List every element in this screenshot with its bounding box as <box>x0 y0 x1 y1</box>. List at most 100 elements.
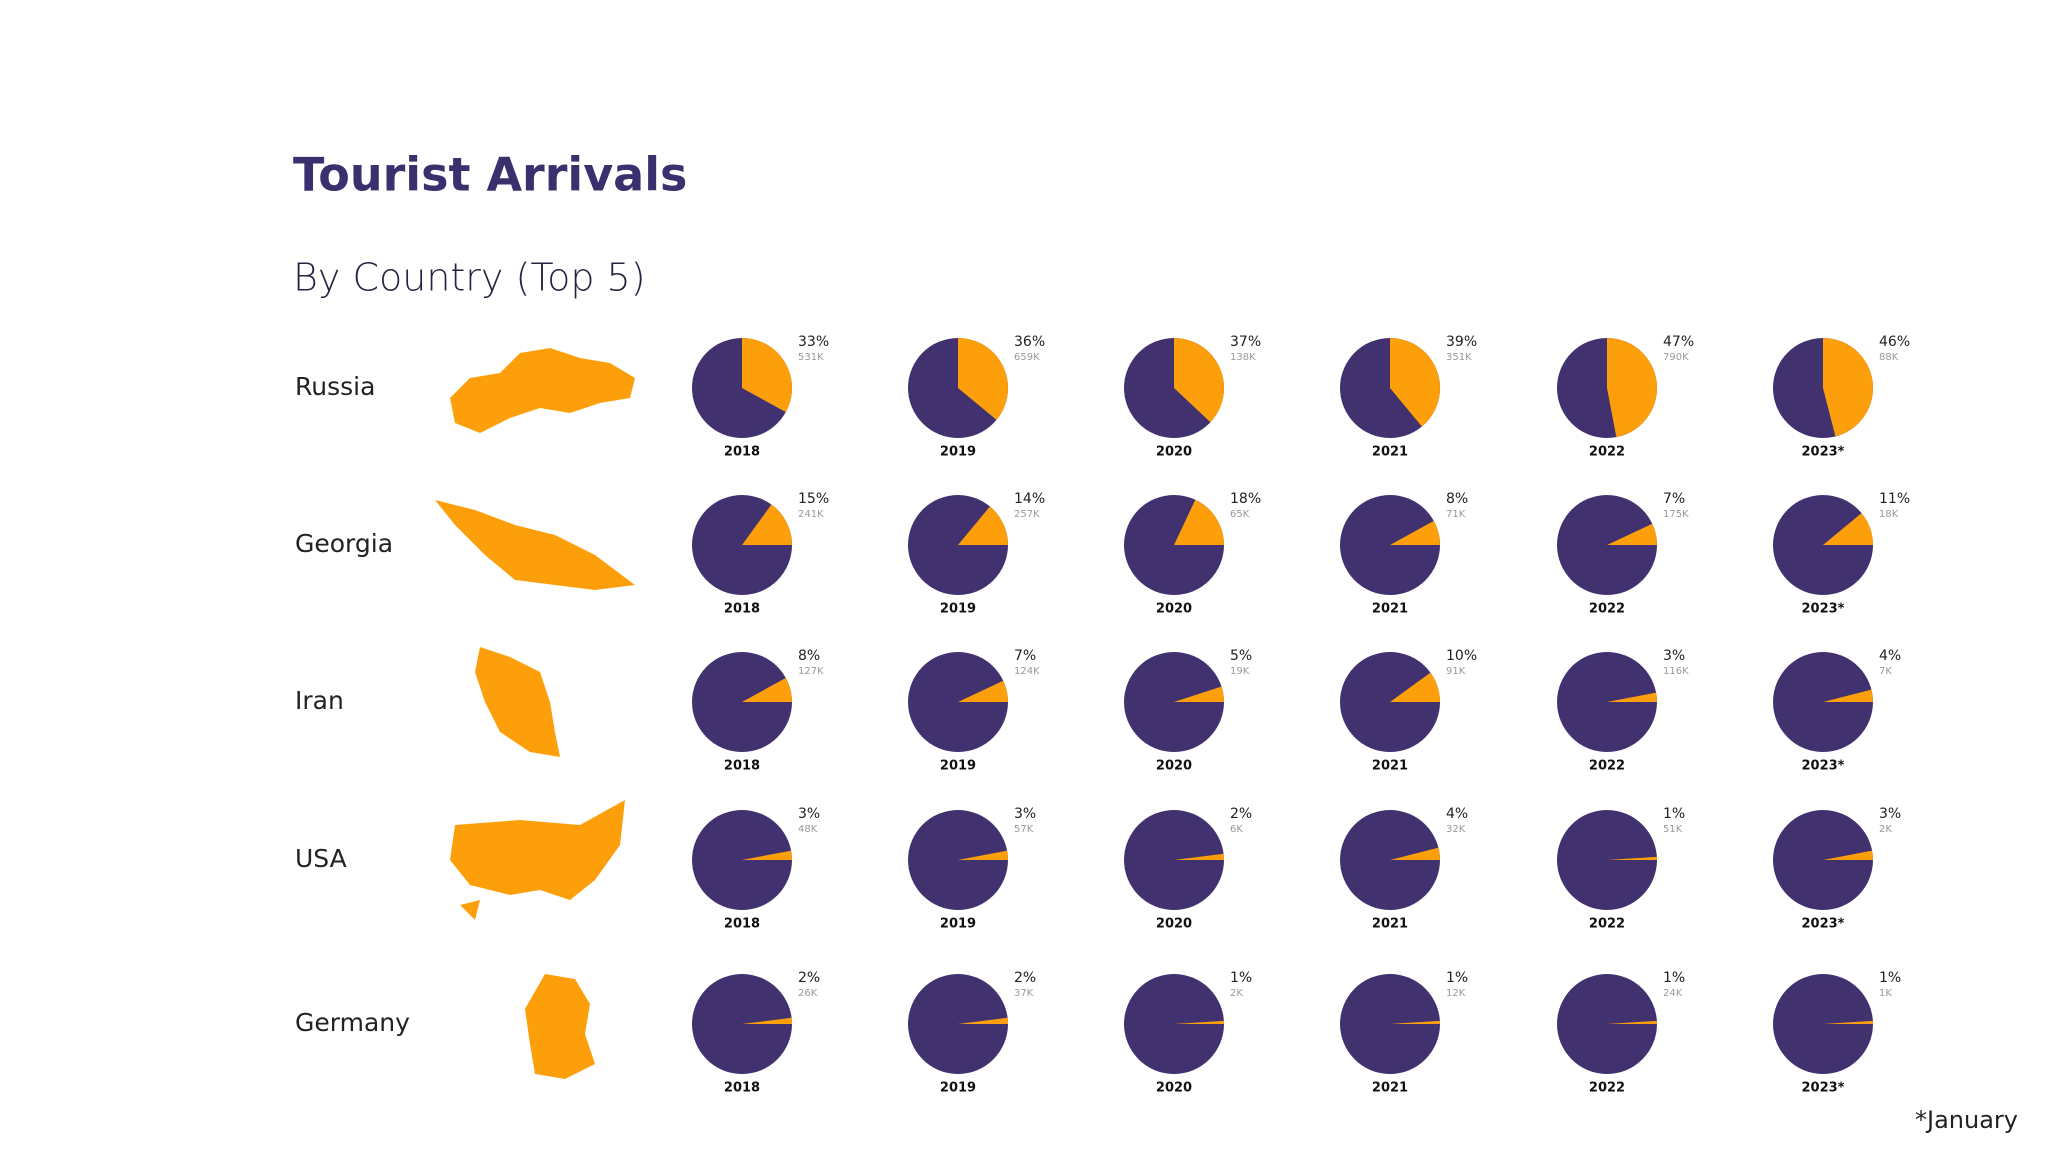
value-label: 33% <box>798 334 829 350</box>
value-label: 11% <box>1879 491 1910 507</box>
arrivals-label: 257K <box>1014 509 1040 520</box>
year-label: 2018 <box>724 759 760 774</box>
value-label: 3% <box>1014 806 1036 822</box>
value-label: 4% <box>1446 806 1468 822</box>
pie-slice <box>1607 692 1657 702</box>
arrivals-label: 48K <box>798 824 818 835</box>
pie-slice <box>742 1017 792 1024</box>
country-map <box>525 974 595 1079</box>
value-label: 2% <box>1230 806 1252 822</box>
year-label: 2018 <box>724 602 760 617</box>
subtitle: By Country (Top 5) <box>293 256 646 300</box>
pie-slice <box>958 1017 1008 1024</box>
country-map <box>435 500 635 590</box>
pie-slice <box>1607 338 1657 438</box>
year-label: 2021 <box>1372 1081 1408 1096</box>
value-label: 1% <box>1663 806 1685 822</box>
value-label: 3% <box>1663 648 1685 664</box>
country-label: USA <box>295 844 347 873</box>
value-label: 18% <box>1230 491 1261 507</box>
arrivals-label: 175K <box>1663 509 1689 520</box>
value-label: 1% <box>1663 970 1685 986</box>
arrivals-label: 124K <box>1014 666 1040 677</box>
year-label: 2022 <box>1589 1081 1625 1096</box>
arrivals-label: 351K <box>1446 352 1472 363</box>
year-label: 2021 <box>1372 917 1408 932</box>
arrivals-label: 7K <box>1879 666 1892 677</box>
year-label: 2019 <box>940 917 976 932</box>
arrivals-label: 65K <box>1230 509 1250 520</box>
value-label: 1% <box>1446 970 1468 986</box>
value-label: 39% <box>1446 334 1477 350</box>
country-label: Germany <box>295 1008 410 1037</box>
value-label: 3% <box>798 806 820 822</box>
year-label: 2020 <box>1156 445 1192 460</box>
value-label: 1% <box>1879 970 1901 986</box>
year-label: 2020 <box>1156 917 1192 932</box>
value-label: 3% <box>1879 806 1901 822</box>
value-label: 4% <box>1879 648 1901 664</box>
year-label: 2020 <box>1156 602 1192 617</box>
arrivals-label: 91K <box>1446 666 1466 677</box>
year-label: 2020 <box>1156 759 1192 774</box>
value-label: 14% <box>1014 491 1045 507</box>
arrivals-label: 531K <box>798 352 824 363</box>
pie-slice <box>742 850 792 860</box>
value-label: 36% <box>1014 334 1045 350</box>
country-map <box>450 800 625 920</box>
value-label: 10% <box>1446 648 1477 664</box>
year-label: 2021 <box>1372 759 1408 774</box>
country-map <box>475 647 560 757</box>
pie-slice <box>958 680 1008 702</box>
pie-slice <box>1607 523 1657 545</box>
pie-slice <box>958 506 1008 545</box>
pie-slice <box>1823 689 1873 702</box>
country-label: Iran <box>295 686 344 715</box>
country-label: Russia <box>295 372 375 401</box>
pie-slice <box>1174 686 1224 702</box>
year-label: 2019 <box>940 445 976 460</box>
arrivals-label: 659K <box>1014 352 1040 363</box>
arrivals-label: 2K <box>1230 988 1243 999</box>
year-label: 2022 <box>1589 759 1625 774</box>
value-label: 5% <box>1230 648 1252 664</box>
arrivals-label: 26K <box>798 988 818 999</box>
arrivals-label: 71K <box>1446 509 1466 520</box>
arrivals-label: 18K <box>1879 509 1899 520</box>
value-label: 8% <box>1446 491 1468 507</box>
year-label: 2021 <box>1372 602 1408 617</box>
year-label: 2023* <box>1802 602 1845 617</box>
year-label: 2019 <box>940 602 976 617</box>
value-label: 47% <box>1663 334 1694 350</box>
country-label: Georgia <box>295 529 393 558</box>
arrivals-label: 116K <box>1663 666 1689 677</box>
value-label: 15% <box>798 491 829 507</box>
year-label: 2021 <box>1372 445 1408 460</box>
year-label: 2020 <box>1156 1081 1192 1096</box>
pie-slice <box>1390 672 1440 702</box>
arrivals-label: 19K <box>1230 666 1250 677</box>
year-label: 2019 <box>940 759 976 774</box>
title: Tourist Arrivals <box>293 148 687 202</box>
value-label: 8% <box>798 648 820 664</box>
pie-slice <box>1390 338 1440 427</box>
arrivals-label: 37K <box>1014 988 1034 999</box>
arrivals-label: 790K <box>1663 352 1689 363</box>
arrivals-label: 2K <box>1879 824 1892 835</box>
value-label: 37% <box>1230 334 1261 350</box>
pie-slice <box>742 504 792 545</box>
arrivals-label: 1K <box>1879 988 1892 999</box>
arrivals-label: 32K <box>1446 824 1466 835</box>
pie-slice <box>1174 499 1224 545</box>
pie-slice <box>958 850 1008 860</box>
value-label: 7% <box>1014 648 1036 664</box>
year-label: 2022 <box>1589 445 1625 460</box>
year-label: 2019 <box>940 1081 976 1096</box>
year-label: 2023* <box>1802 917 1845 932</box>
value-label: 1% <box>1230 970 1252 986</box>
footnote: *January <box>1915 1106 2018 1134</box>
country-map <box>450 348 635 433</box>
year-label: 2023* <box>1802 759 1845 774</box>
